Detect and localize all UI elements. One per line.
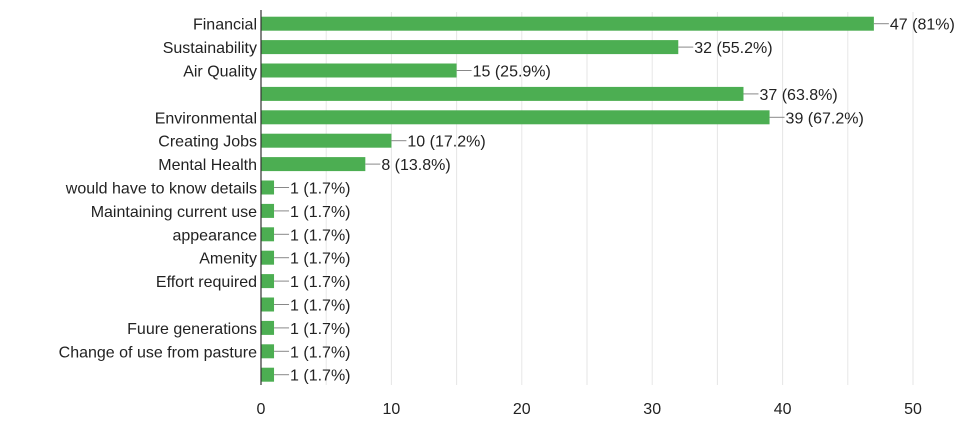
category-label: Creating Jobs: [158, 134, 257, 151]
bar: [261, 367, 275, 382]
bar: [261, 203, 275, 218]
data-label: 1 (1.7%): [290, 274, 350, 291]
bar: [261, 86, 744, 101]
category-label: Amenity: [199, 251, 257, 268]
data-label: 1 (1.7%): [290, 251, 350, 268]
category-label: Environmental: [155, 110, 257, 127]
bar: [261, 274, 275, 289]
bar: [261, 227, 275, 242]
category-label: Sustainability: [163, 40, 257, 57]
bar: [261, 133, 392, 148]
data-label: 47 (81%): [890, 17, 955, 34]
data-labels: 47 (81%) 32 (55.2%) 15 (25.9%) 37 (63.8%) 39…: [274, 17, 955, 385]
category-label: Financial: [193, 17, 257, 34]
category-labels: Financial Sustainability Air Quality Enviro…: [59, 17, 257, 362]
category-label: appearance: [172, 227, 257, 244]
data-label: 1 (1.7%): [290, 344, 350, 361]
bar: [261, 63, 457, 78]
data-label: 1 (1.7%): [290, 227, 350, 244]
category-label: Mental Health: [158, 157, 257, 174]
category-label: Change of use from pasture: [59, 344, 257, 361]
data-label: 1 (1.7%): [290, 368, 350, 385]
data-label: 39 (67.2%): [786, 110, 864, 127]
data-label: 8 (13.8%): [381, 157, 450, 174]
x-axis-ticks: 0 10 20 30 40 50: [257, 401, 922, 418]
category-label: Fuure generations: [127, 321, 257, 338]
data-label: 10 (17.2%): [407, 134, 485, 151]
data-label: 1 (1.7%): [290, 321, 350, 338]
data-label: 37 (63.8%): [759, 87, 837, 104]
x-tick-label: 30: [643, 401, 661, 418]
category-label: Air Quality: [183, 64, 257, 81]
bar: [261, 157, 366, 172]
bar: [261, 16, 874, 31]
bar: [261, 297, 275, 312]
data-label: 32 (55.2%): [694, 40, 772, 57]
bar: [261, 344, 275, 359]
x-tick-label: 50: [904, 401, 922, 418]
x-tick-label: 20: [513, 401, 531, 418]
bar: [261, 40, 679, 55]
data-label: 1 (1.7%): [290, 298, 350, 315]
x-tick-label: 40: [774, 401, 792, 418]
bars: [261, 16, 874, 382]
bar: [261, 250, 275, 265]
x-tick-label: 10: [383, 401, 401, 418]
category-label: Maintaining current use: [91, 204, 257, 221]
bar: [261, 110, 770, 125]
x-tick-label: 0: [257, 401, 266, 418]
bar: [261, 320, 275, 335]
category-label: would have to know details: [65, 181, 257, 198]
data-label: 1 (1.7%): [290, 204, 350, 221]
data-label: 1 (1.7%): [290, 181, 350, 198]
category-label: Effort required: [156, 274, 257, 291]
data-label: 15 (25.9%): [473, 64, 551, 81]
bar: [261, 180, 275, 195]
